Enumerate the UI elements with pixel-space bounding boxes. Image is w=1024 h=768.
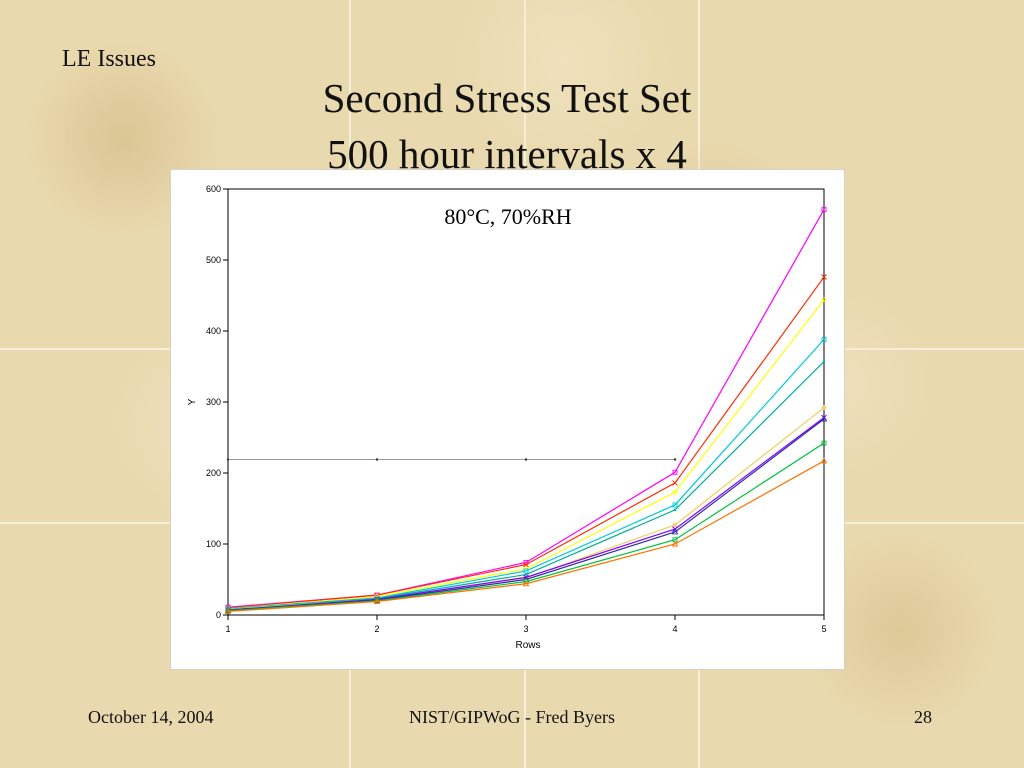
- data-point: [522, 580, 530, 587]
- series-10: [224, 457, 828, 614]
- y-tick-label: 500: [206, 255, 221, 265]
- x-tick-label: 2: [374, 624, 379, 634]
- x-axis-label: Rows: [515, 640, 540, 651]
- series-4: [225, 337, 827, 612]
- data-point: [820, 457, 828, 464]
- data-point: [373, 598, 381, 604]
- x-tick-label: 5: [821, 624, 826, 634]
- data-point: [821, 297, 827, 303]
- y-tick-label: 400: [206, 326, 221, 336]
- data-point: [673, 508, 677, 512]
- data-point: [821, 337, 827, 342]
- data-point: [822, 360, 826, 363]
- data-point: [821, 274, 827, 280]
- y-axis-label: Y: [187, 398, 198, 405]
- data-point: [523, 568, 529, 574]
- plot-frame: [227, 188, 825, 616]
- series-line: [227, 276, 825, 609]
- series-7: [225, 414, 827, 613]
- y-tick-label: 0: [216, 610, 221, 620]
- section-label: LE Issues: [62, 46, 156, 72]
- data-point: [672, 480, 678, 486]
- data-point: [523, 561, 529, 568]
- x-tick-label: 3: [523, 624, 528, 634]
- data-point: [672, 522, 678, 528]
- y-tick-label: 200: [206, 468, 221, 478]
- footer-page-number: 28: [914, 707, 932, 727]
- series-1: [225, 207, 827, 610]
- series-line: [227, 339, 825, 610]
- footer-date: October 14, 2004: [88, 707, 214, 727]
- x-tick-label: 1: [225, 624, 230, 634]
- footer-author: NIST/GIPWoG - Fred Byers: [408, 707, 616, 727]
- data-point: [821, 405, 827, 411]
- y-tick-label: 100: [206, 539, 221, 549]
- series-9: [225, 440, 827, 614]
- data-point: [524, 573, 528, 576]
- slide-title-line1: Second Stress Test Set: [322, 75, 692, 121]
- data-point: [671, 540, 679, 547]
- data-point: [671, 528, 679, 535]
- y-tick-label: 300: [206, 397, 221, 407]
- reference-point: [226, 458, 230, 461]
- reference-point: [673, 458, 677, 461]
- series-3: [225, 297, 827, 612]
- reference-point: [524, 458, 528, 461]
- reference-point: [375, 458, 379, 461]
- series-line: [227, 361, 825, 610]
- data-point: [820, 415, 828, 422]
- series-line: [227, 209, 825, 608]
- chart-title: 80°C, 70%RH: [444, 204, 571, 229]
- data-point: [672, 469, 678, 475]
- series-8: [224, 415, 828, 613]
- slide-title-line2: 500 hour intervals x 4: [327, 131, 687, 177]
- data-point: [821, 440, 827, 446]
- data-point: [672, 489, 678, 495]
- data-point: [821, 207, 827, 213]
- y-tick-label: 600: [206, 184, 221, 194]
- data-point: [224, 606, 232, 613]
- series-line: [227, 460, 825, 613]
- data-point: [672, 502, 678, 508]
- data-point: [224, 608, 232, 614]
- x-tick-label: 4: [672, 624, 677, 634]
